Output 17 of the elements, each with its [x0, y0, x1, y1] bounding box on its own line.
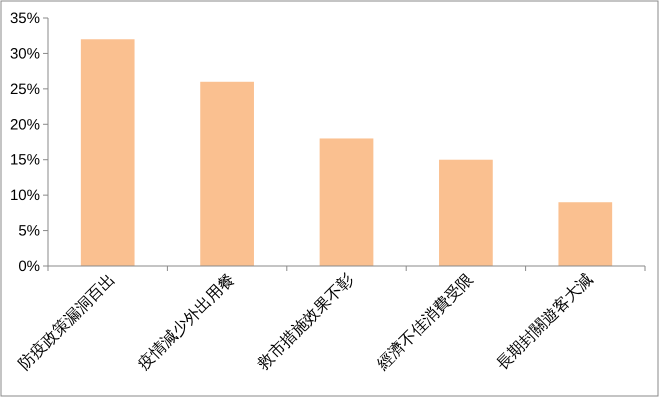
y-tick-label: 10% — [10, 187, 40, 204]
y-tick-label: 25% — [10, 80, 40, 98]
bar — [80, 39, 135, 266]
bar — [439, 160, 493, 266]
x-tick-label: 疫情減少外出用餐 — [134, 269, 238, 374]
bar — [320, 138, 374, 266]
y-tick-label: 20% — [10, 116, 40, 134]
y-tick-label: 15% — [10, 152, 40, 169]
y-tick-label: 35% — [10, 10, 40, 27]
bar — [200, 82, 254, 266]
x-tick-label: 經濟不佳消費受限 — [372, 269, 477, 374]
x-tick-label: 長期封關遊客大減 — [492, 269, 596, 374]
y-tick-label: 30% — [10, 45, 40, 62]
x-tick-label: 救市措施效果不彰 — [252, 269, 358, 374]
y-tick-label: 5% — [18, 222, 40, 240]
y-tick-label: 0% — [18, 258, 40, 275]
bar — [558, 202, 612, 266]
